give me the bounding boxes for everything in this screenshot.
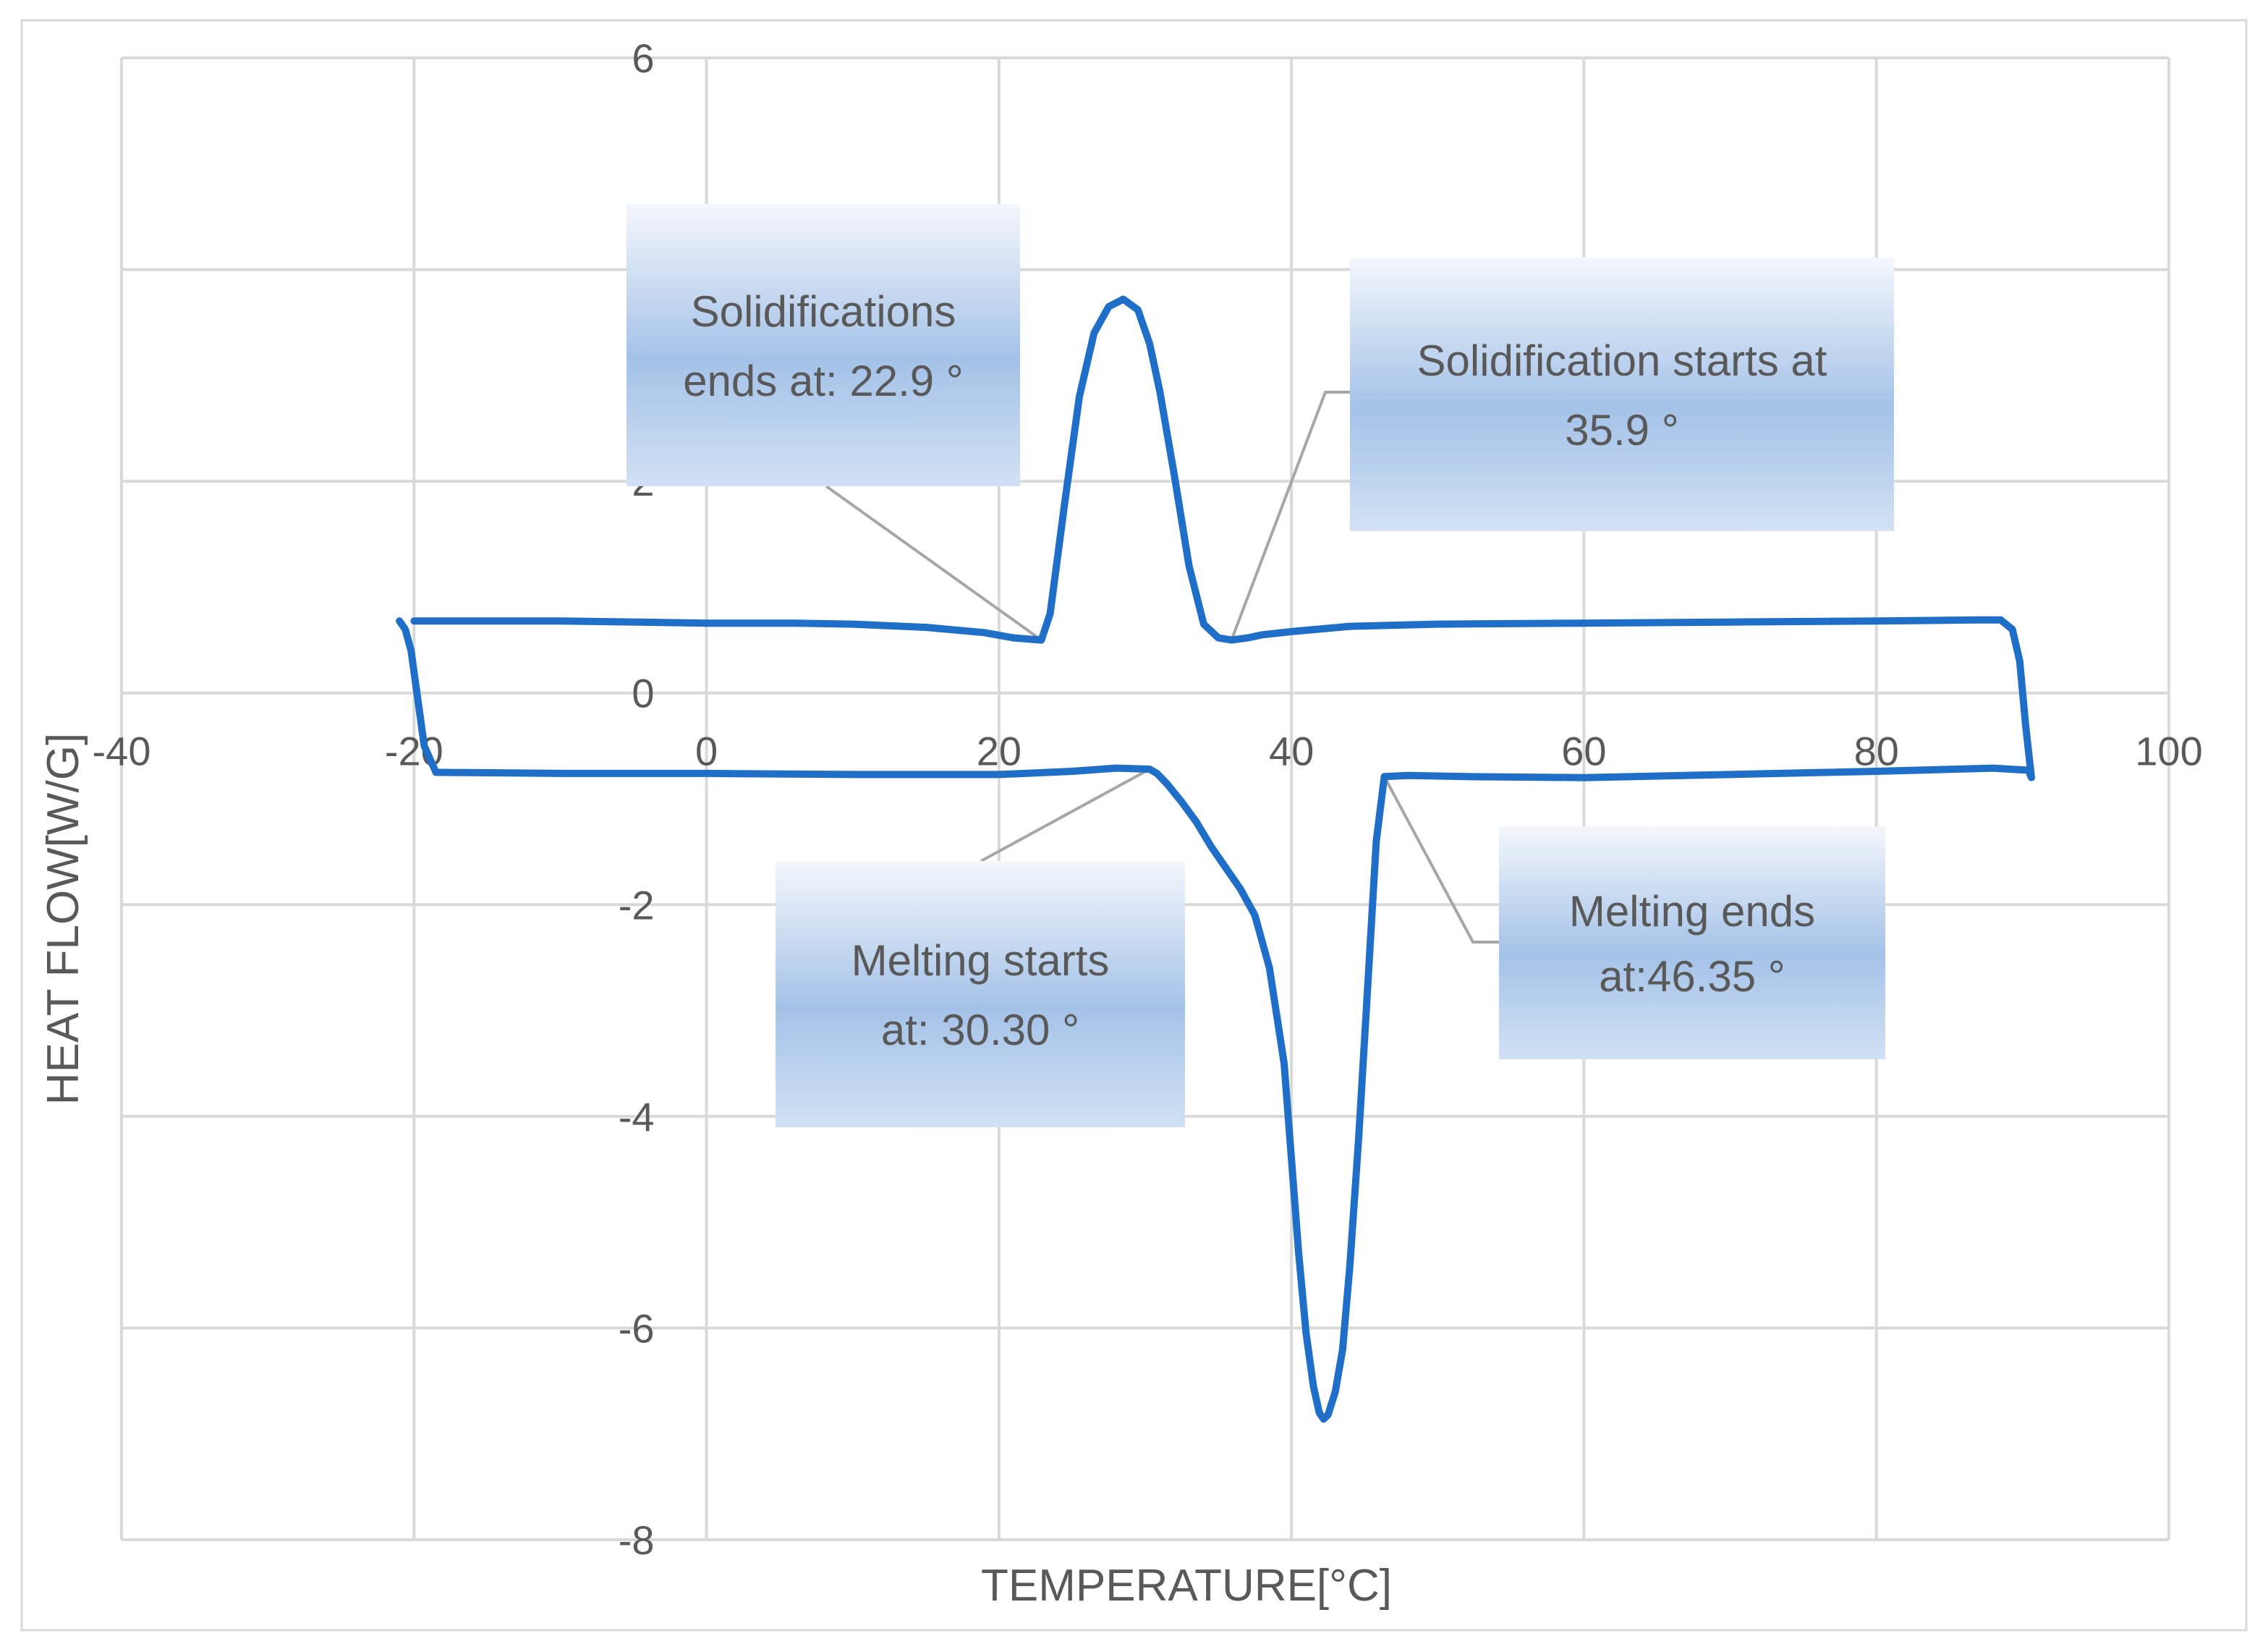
annotation-melt-ends: Melting ends at:46.35 ° — [1499, 826, 1885, 1059]
annotation-text-line: Solidifications — [691, 287, 956, 336]
x-tick-label: 40 — [1269, 729, 1314, 774]
x-tick-label: 80 — [1854, 729, 1899, 774]
y-tick-label: -2 — [619, 882, 655, 928]
y-tick-label: 6 — [632, 35, 654, 81]
y-tick-label: 0 — [632, 671, 654, 716]
annotation-text-line: ends at: 22.9 ° — [683, 357, 964, 405]
annotation-box — [1499, 826, 1885, 1059]
x-tick-label: 0 — [695, 729, 718, 774]
annotation-text-line: Melting ends — [1569, 887, 1815, 936]
annotation-text-line: at:46.35 ° — [1599, 952, 1785, 1001]
annotation-text-line: at: 30.30 ° — [881, 1006, 1079, 1054]
heat-flow-series-line — [396, 295, 2035, 1423]
annotation-melt-starts: Melting starts at: 30.30 ° — [776, 861, 1185, 1127]
annotation-text-line: 35.9 ° — [1565, 406, 1678, 454]
annotation-leaders — [825, 391, 1499, 944]
x-tick-label: -40 — [93, 729, 151, 774]
x-tick-label: 100 — [2135, 729, 2202, 774]
annotation-leader-solid-ends — [825, 485, 1042, 642]
annotation-text-line: Melting starts — [851, 936, 1110, 985]
y-tick-label: -6 — [619, 1305, 655, 1351]
y-tick-label: -8 — [619, 1517, 655, 1563]
annotation-box — [627, 204, 1020, 486]
annotation-solid-ends: Solidifications ends at: 22.9 ° — [627, 204, 1020, 486]
x-axis-title: TEMPERATURE[°C] — [981, 1561, 1392, 1611]
annotation-box — [1350, 258, 1894, 531]
x-tick-label: 20 — [977, 729, 1022, 774]
y-axis-title: HEAT FLOW[W/G] — [38, 733, 88, 1105]
annotation-leader-melt-ends — [1383, 776, 1499, 944]
chart-border — [20, 19, 2248, 1632]
annotation-leader-solid-starts — [1230, 391, 1350, 641]
annotation-box — [776, 861, 1185, 1127]
annotation-text-line: Solidification starts at — [1417, 336, 1827, 385]
annotation-solid-starts: Solidification starts at 35.9 ° — [1350, 258, 1894, 531]
x-tick-label: 60 — [1561, 729, 1606, 774]
y-tick-label: -4 — [619, 1094, 655, 1140]
annotation-leader-melt-starts — [980, 768, 1151, 862]
